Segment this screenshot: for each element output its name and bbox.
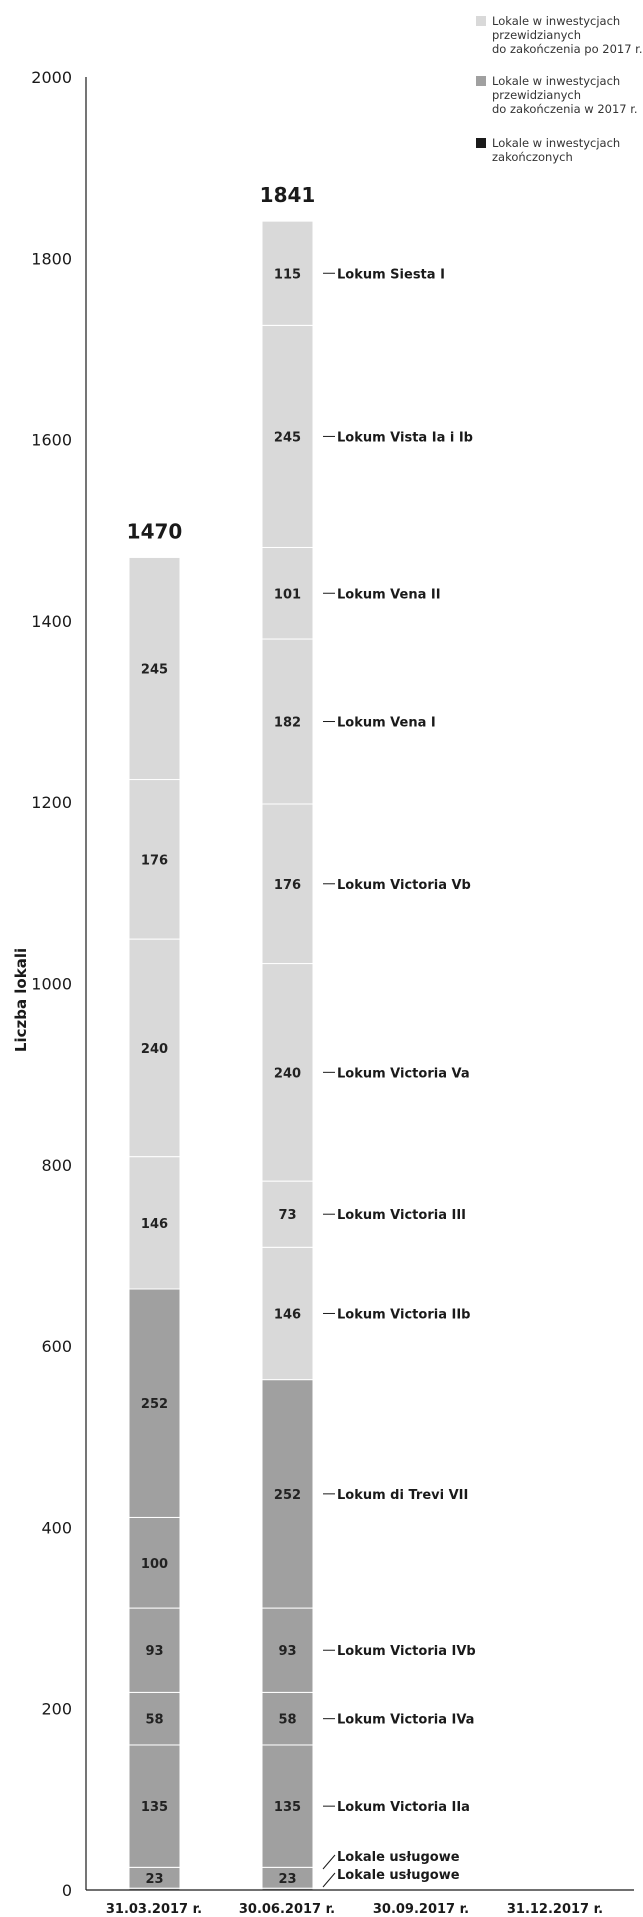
y-tick-label: 600	[41, 1337, 72, 1356]
y-tick-label: 2000	[31, 68, 72, 87]
segment-value-label: 146	[141, 1217, 168, 1232]
bar-segment	[128, 1156, 181, 1290]
bar-segment	[128, 1744, 181, 1868]
x-tick-label: 31.12.2017 r.	[507, 1902, 603, 1917]
legend-text: do zakończenia w 2017 r.	[492, 102, 638, 116]
project-label: Lokum Victoria IVa	[337, 1713, 474, 1728]
segment-value-label: 93	[278, 1644, 296, 1659]
project-label: Lokum Victoria IVb	[337, 1644, 476, 1659]
legend-text: do zakończenia po 2017 r.	[492, 42, 643, 56]
segment-value-label: 100	[141, 1557, 168, 1572]
bar-segment	[261, 1379, 314, 1609]
segment-value-label: 101	[274, 587, 301, 602]
segment-value-label: 58	[145, 1713, 163, 1728]
bar-segment	[128, 938, 181, 1158]
segment-value-label: 240	[141, 1042, 168, 1057]
segment-value-label: 135	[141, 1800, 168, 1815]
x-tick-label: 31.03.2017 r.	[106, 1902, 202, 1917]
project-label: Lokum Victoria IIb	[337, 1307, 470, 1322]
legend-text: zakończonych	[492, 150, 573, 164]
bar-total-label: 1470	[127, 519, 183, 543]
legend-text: Lokale w inwestycjach	[492, 136, 620, 150]
x-tick-label: 30.09.2017 r.	[373, 1902, 469, 1917]
project-label: Lokum Vista Ia i Ib	[337, 430, 473, 445]
bar-segment	[261, 1607, 314, 1693]
segment-value-label: 240	[274, 1066, 301, 1081]
bar-total-label: 1841	[260, 183, 316, 207]
segment-value-label: 73	[278, 1208, 296, 1223]
bar-segment	[261, 803, 314, 965]
project-label: Lokum di Trevi VII	[337, 1488, 468, 1503]
segment-value-label: 93	[145, 1644, 163, 1659]
bar-segment	[261, 1744, 314, 1868]
y-axis: 0 200 400 600 800 1000 1200 1400 1600 1800 2000	[31, 68, 87, 1900]
y-tick-label: 200	[41, 1700, 72, 1719]
segment-value-label: 115	[274, 267, 301, 282]
segment-value-label: 252	[141, 1397, 168, 1412]
bars: 223135589310025214624017624514702Lokale …	[127, 183, 476, 1891]
project-leader-line	[322, 1854, 336, 1870]
bar-segment	[128, 556, 181, 781]
bar-segment	[261, 220, 314, 326]
x-tick-label: 30.06.2017 r.	[239, 1902, 335, 1917]
y-tick-label: 1600	[31, 431, 72, 450]
bar-segment	[261, 324, 314, 548]
bar-segment	[261, 1691, 314, 1746]
bar-segment	[128, 1691, 181, 1746]
project-label: Lokum Vena II	[337, 587, 441, 602]
project-label: Lokum Victoria III	[337, 1208, 466, 1223]
bar-segment	[261, 638, 314, 805]
bar-stack: 22313558931002521462401762451470	[127, 519, 183, 1891]
project-label: Lokale usługowe	[337, 1868, 460, 1883]
y-tick-label: 0	[62, 1881, 72, 1900]
x-axis: 31.03.2017 r. 30.06.2017 r. 30.09.2017 r. 3…	[86, 1889, 634, 1917]
project-label: Lokum Siesta I	[337, 267, 445, 282]
legend-text: przewidzianych	[492, 88, 581, 102]
project-leader-line	[322, 1872, 336, 1888]
project-label: Lokum Victoria Vb	[337, 878, 471, 893]
project-label: Lokum Victoria Va	[337, 1066, 470, 1081]
project-label: Lokum Vena I	[337, 716, 436, 731]
y-tick-label: 1800	[31, 249, 72, 268]
segment-value-label: 176	[141, 853, 168, 868]
segment-value-label: 135	[274, 1800, 301, 1815]
bar-segment	[261, 1246, 314, 1381]
legend-text: przewidzianych	[492, 28, 581, 42]
project-label: Lokale usługowe	[337, 1850, 460, 1865]
segment-value-label: 176	[274, 878, 301, 893]
segment-value-label: 23	[278, 1872, 296, 1887]
legend-text: Lokale w inwestycjach	[492, 14, 620, 28]
y-tick-label: 1400	[31, 612, 72, 631]
legend-swatch	[476, 16, 486, 26]
bar-segment	[128, 1607, 181, 1693]
y-axis-label: Liczba lokali	[12, 948, 30, 1052]
bar-segment	[261, 1180, 314, 1248]
bar-segment	[128, 779, 181, 940]
segment-value-label: 245	[274, 430, 301, 445]
y-tick-label: 400	[41, 1518, 72, 1537]
bar-segment	[261, 963, 314, 1182]
segment-value-label: 146	[274, 1307, 301, 1322]
segment-value-label: 58	[278, 1713, 296, 1728]
segment-value-label: 182	[274, 716, 301, 731]
y-tick-label: 1000	[31, 975, 72, 994]
legend-text: Lokale w inwestycjach	[492, 74, 620, 88]
y-tick-label: 800	[41, 1156, 72, 1175]
segment-value-label: 23	[145, 1872, 163, 1887]
segment-value-label: 245	[141, 662, 168, 677]
segment-value-label: 252	[274, 1488, 301, 1503]
bar-segment	[261, 546, 314, 640]
legend-swatch	[476, 138, 486, 148]
bar-segment	[128, 1288, 181, 1518]
legend-swatch	[476, 76, 486, 86]
project-label: Lokum Victoria IIa	[337, 1800, 470, 1815]
y-tick-label: 1200	[31, 793, 72, 812]
